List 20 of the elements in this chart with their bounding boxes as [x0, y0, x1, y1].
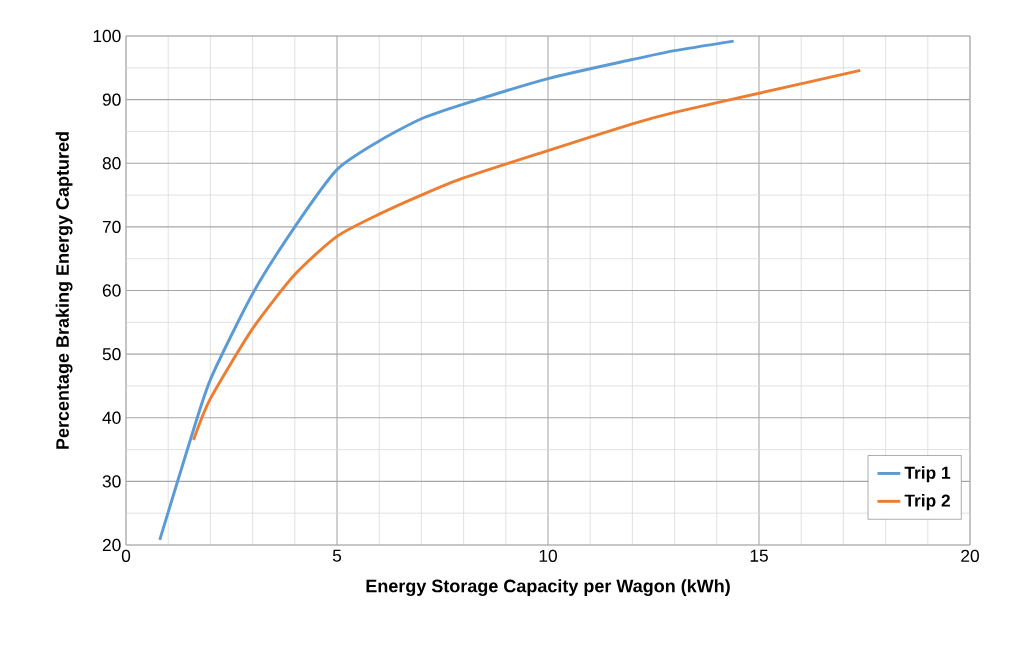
y-tick-label: 100: [93, 29, 121, 43]
x-tick-label: 15: [750, 549, 768, 562]
y-axis-title: Percentage Braking Energy Captured: [55, 132, 73, 449]
x-tick-label: 0: [121, 549, 131, 562]
y-tick-label: 30: [102, 475, 121, 488]
legend-label: Trip 2: [904, 494, 950, 511]
y-tick-label: 40: [102, 411, 121, 424]
y-tick-label: 90: [102, 93, 121, 106]
line-series: [192, 68, 862, 442]
y-tick-label: 20: [102, 538, 121, 552]
line-series: [158, 39, 736, 542]
y-tick-label: 60: [102, 284, 121, 297]
y-tick-label: 80: [102, 157, 121, 170]
x-tick-label: 5: [332, 549, 342, 562]
legend-label: Trip 1: [904, 466, 951, 483]
x-axis-title: Energy Storage Capacity per Wagon (kWh): [366, 579, 730, 596]
x-tick-label: 10: [539, 549, 557, 562]
y-tick-label: 50: [102, 347, 121, 361]
x-tick-label: 20: [961, 549, 979, 562]
y-tick-label: 70: [102, 220, 121, 234]
